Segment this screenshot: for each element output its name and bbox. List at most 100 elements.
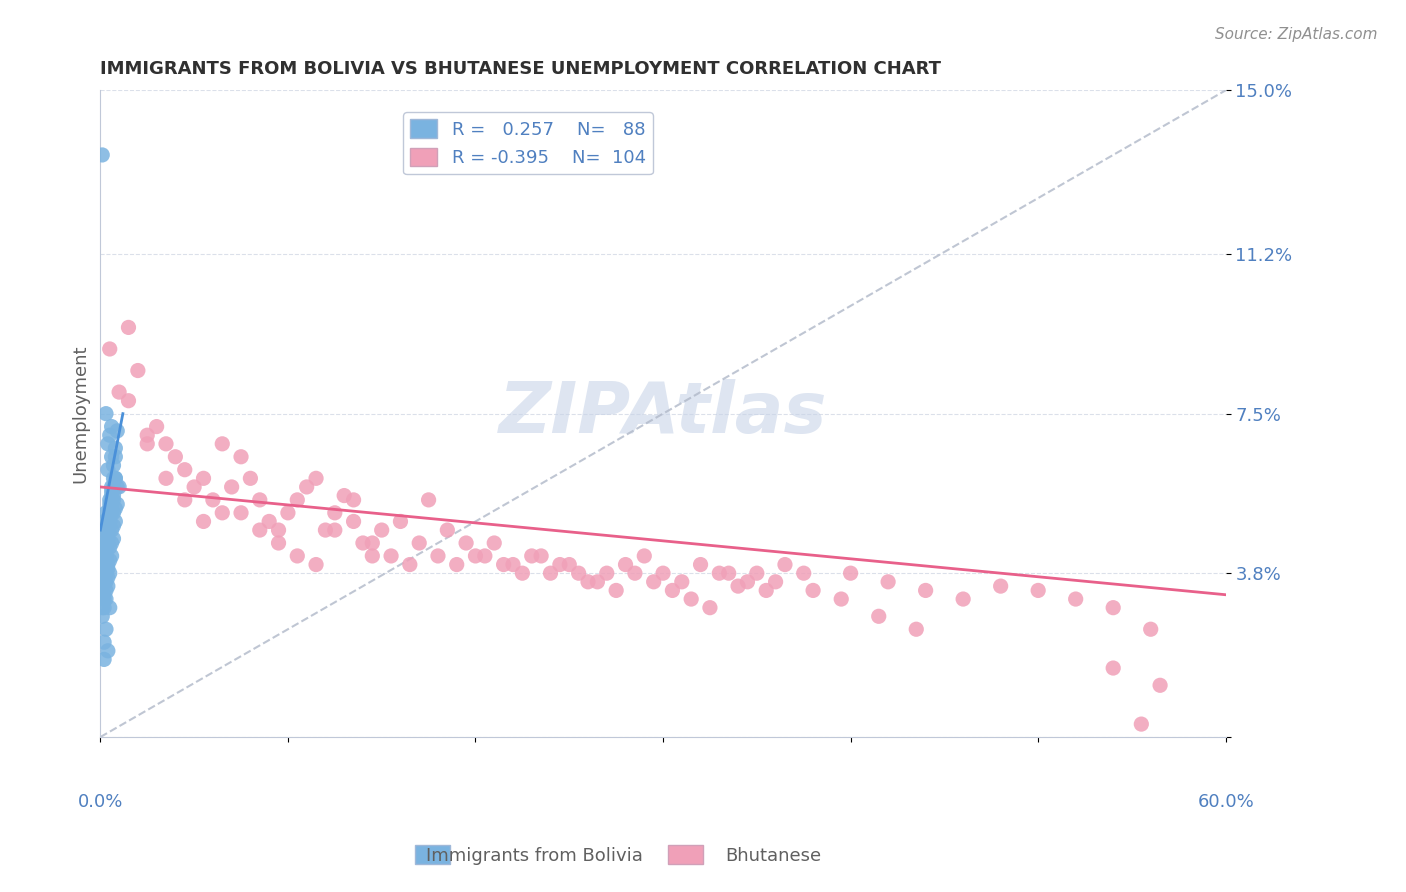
Point bbox=[91, 609, 114, 624]
Point bbox=[361, 549, 384, 563]
Point bbox=[520, 549, 543, 563]
Point bbox=[830, 592, 852, 607]
Point bbox=[97, 644, 120, 658]
Point bbox=[576, 574, 599, 589]
Point bbox=[229, 450, 252, 464]
Point bbox=[839, 566, 862, 581]
Point bbox=[155, 471, 177, 485]
Point bbox=[868, 609, 890, 624]
Point bbox=[94, 407, 117, 421]
Point bbox=[103, 489, 125, 503]
Point bbox=[100, 484, 122, 499]
Point bbox=[614, 558, 637, 572]
Point bbox=[97, 532, 120, 546]
Point bbox=[93, 600, 115, 615]
Point bbox=[98, 428, 121, 442]
Point bbox=[104, 450, 127, 464]
Point bbox=[905, 622, 928, 636]
Point bbox=[93, 558, 115, 572]
Point bbox=[97, 570, 120, 584]
Point bbox=[285, 492, 308, 507]
Point bbox=[136, 437, 159, 451]
Point bbox=[94, 541, 117, 555]
Point bbox=[97, 579, 120, 593]
Point bbox=[727, 579, 749, 593]
Point bbox=[108, 385, 131, 400]
Point bbox=[398, 558, 420, 572]
Point bbox=[94, 549, 117, 563]
Point bbox=[952, 592, 974, 607]
Point bbox=[105, 497, 128, 511]
Point bbox=[94, 506, 117, 520]
Point bbox=[277, 506, 299, 520]
Point bbox=[456, 536, 478, 550]
Point bbox=[98, 515, 121, 529]
Point bbox=[249, 492, 271, 507]
Point bbox=[127, 363, 149, 377]
FancyBboxPatch shape bbox=[415, 845, 450, 864]
Point bbox=[93, 558, 115, 572]
Point bbox=[97, 523, 120, 537]
Point bbox=[568, 566, 591, 581]
Point bbox=[229, 506, 252, 520]
Point bbox=[717, 566, 740, 581]
Point bbox=[285, 549, 308, 563]
Point bbox=[98, 501, 121, 516]
Point bbox=[624, 566, 647, 581]
Point bbox=[305, 471, 328, 485]
Point bbox=[257, 515, 280, 529]
Point bbox=[103, 518, 125, 533]
Point bbox=[98, 566, 121, 581]
Point bbox=[1064, 592, 1087, 607]
Point bbox=[117, 393, 139, 408]
Point bbox=[97, 463, 120, 477]
Point bbox=[93, 588, 115, 602]
Point bbox=[436, 523, 458, 537]
Point bbox=[540, 566, 562, 581]
Point bbox=[201, 492, 224, 507]
Point bbox=[342, 515, 364, 529]
Point bbox=[94, 544, 117, 558]
Point bbox=[446, 558, 468, 572]
Point bbox=[136, 428, 159, 442]
Point bbox=[97, 437, 120, 451]
Point bbox=[173, 463, 195, 477]
Point bbox=[512, 566, 534, 581]
Point bbox=[104, 471, 127, 485]
Point bbox=[94, 536, 117, 550]
Point bbox=[100, 506, 122, 520]
Point bbox=[1026, 583, 1049, 598]
Point bbox=[765, 574, 787, 589]
Point bbox=[97, 558, 120, 572]
Point bbox=[103, 480, 125, 494]
Point bbox=[98, 492, 121, 507]
Point bbox=[94, 566, 117, 581]
Point bbox=[91, 523, 114, 537]
Point bbox=[1130, 717, 1153, 731]
Point bbox=[370, 523, 392, 537]
Point bbox=[173, 492, 195, 507]
Point bbox=[295, 480, 318, 494]
Point bbox=[98, 342, 121, 356]
Point bbox=[502, 558, 524, 572]
Point bbox=[671, 574, 693, 589]
Point bbox=[548, 558, 571, 572]
Point bbox=[745, 566, 768, 581]
Point bbox=[98, 515, 121, 529]
Point bbox=[103, 506, 125, 520]
Point bbox=[93, 574, 115, 589]
Point bbox=[643, 574, 665, 589]
Point bbox=[661, 583, 683, 598]
Point bbox=[103, 532, 125, 546]
Point bbox=[211, 506, 233, 520]
Point bbox=[100, 549, 122, 563]
Point bbox=[98, 515, 121, 529]
Point bbox=[305, 558, 328, 572]
Point bbox=[426, 549, 449, 563]
Point bbox=[193, 471, 215, 485]
Point bbox=[877, 574, 900, 589]
Point bbox=[408, 536, 430, 550]
Point bbox=[94, 622, 117, 636]
Point bbox=[755, 583, 778, 598]
Point bbox=[492, 558, 515, 572]
